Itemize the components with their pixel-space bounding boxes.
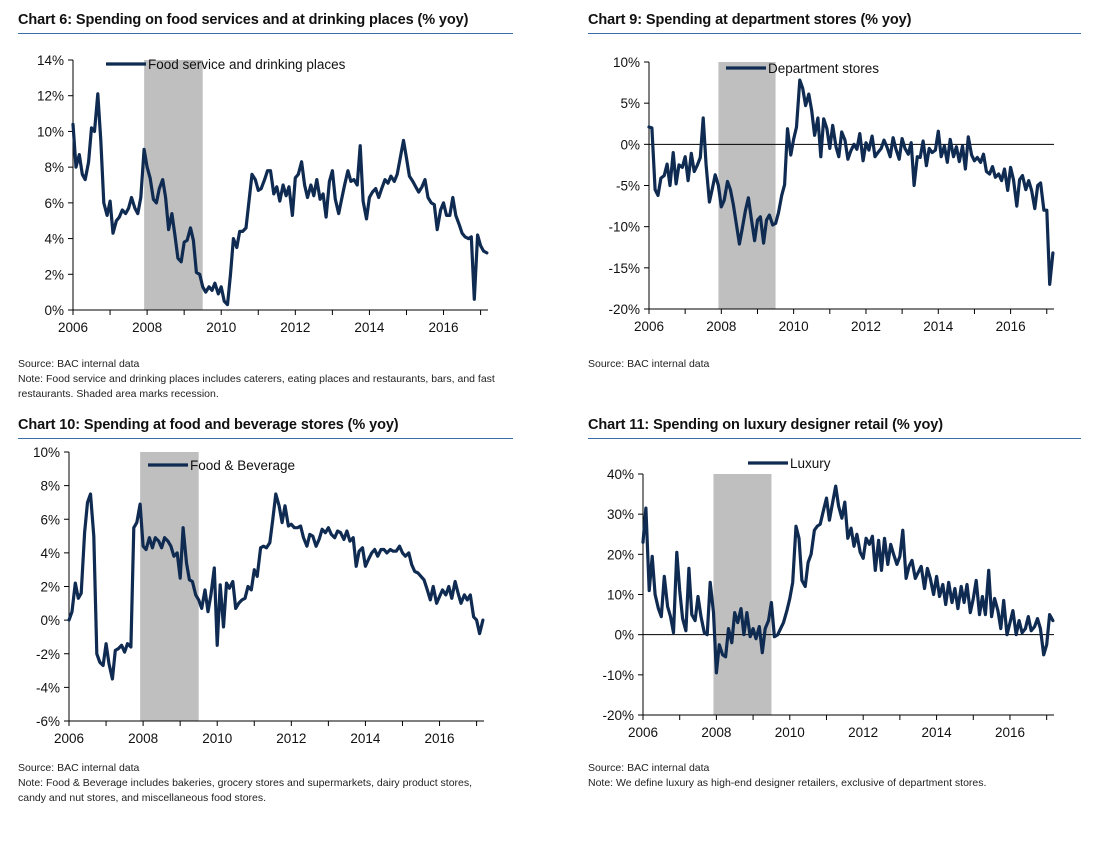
chart6-y-tick-label: 12%: [37, 89, 64, 104]
chart6-legend-label: Food service and drinking places: [148, 57, 346, 72]
chart10-x-tick-label: 2014: [350, 731, 381, 746]
chart11-source-note: Source: BAC internal data: [588, 762, 710, 774]
chart6-y-tick-label: 8%: [44, 160, 64, 175]
chart9-y-tick-label: 10%: [613, 55, 640, 70]
chart6-y-tick-label: 14%: [37, 53, 64, 68]
chart9-plot: -20% -15% -10% -5% 0% 5% 10% 2006 2008 2010 2012 20…: [608, 55, 1055, 334]
chart6-y-tick-label: 10%: [37, 124, 64, 139]
chart6-title-rule: [18, 33, 513, 34]
chart10-y-tick-label: 2%: [40, 580, 60, 595]
chart9-notes: Source: BAC internal data: [588, 357, 709, 372]
chart11-note-line-1: Note: We define luxury as high-end desig…: [588, 777, 987, 789]
chart9-x-tick-label: 2008: [706, 319, 736, 334]
chart10-x-tick-label: 2010: [202, 731, 232, 746]
chart10-y-tick-label: -4%: [36, 680, 60, 695]
chart11-x-tick-label: 2016: [995, 725, 1025, 740]
chart11-title: Chart 11: Spending on luxury designer re…: [588, 417, 943, 433]
chart11-plot: -20% -10% 0% 10% 20% 30% 40% 2006 2008 2010 2012 20…: [602, 456, 1055, 740]
chart10-x-tick-label: 2008: [128, 731, 158, 746]
chart9-x-tick-label: 2016: [996, 319, 1026, 334]
chart6-note-line-1: Note: Food service and drinking places i…: [18, 373, 495, 385]
chart10-note-line-2: candy and nut stores, and miscellaneous …: [18, 792, 267, 804]
chart9-y-tick-label: 0%: [620, 137, 640, 152]
chart6-note-line-2: restaurants. Shaded area marks recession…: [18, 388, 219, 400]
chart11-y-tick-label: -20%: [602, 708, 634, 723]
chart11-y-tick-label: 20%: [607, 547, 634, 562]
chart6-source-note: Source: BAC internal data: [18, 358, 140, 370]
chart11-x-tick-label: 2014: [922, 725, 953, 740]
chart6-notes: Source: BAC internal data Note: Food ser…: [18, 357, 495, 402]
chart11-notes: Source: BAC internal data Note: We defin…: [588, 761, 986, 791]
chart6-y-tick-label: 2%: [44, 267, 64, 282]
chart11-recession-shading: [713, 474, 772, 715]
chart6-x-tick-label: 2012: [280, 320, 310, 335]
chart9-title: Chart 9: Spending at department stores (…: [588, 12, 912, 28]
chart10-source-note: Source: BAC internal data: [18, 762, 140, 774]
chart10-title: Chart 10: Spending at food and beverage …: [18, 417, 399, 433]
chart11-x-tick-label: 2008: [701, 725, 731, 740]
chart9-x-tick-label: 2014: [923, 319, 954, 334]
chart10-y-tick-label: -2%: [36, 647, 60, 662]
chart11-y-tick-label: 0%: [614, 628, 634, 643]
chart11-legend-label: Luxury: [790, 456, 831, 471]
chart10-series-line: [67, 492, 485, 681]
chart11-x-tick-label: 2006: [628, 725, 658, 740]
chart10-y-tick-label: 4%: [40, 546, 60, 561]
chart6-title: Chart 6: Spending on food services and a…: [18, 12, 469, 28]
chart9-y-tick-label: -10%: [608, 220, 640, 235]
chart11-y-tick-label: 30%: [607, 507, 634, 522]
chart10-y-tick-label: 8%: [40, 479, 60, 494]
chart6-series-line: [71, 92, 489, 307]
chart6-x-tick-label: 2008: [132, 320, 162, 335]
chart9-series-line: [647, 78, 1055, 286]
chart10-x-tick-label: 2016: [425, 731, 455, 746]
chart10-x-tick-label: 2006: [54, 731, 84, 746]
chart11-y-tick-label: 40%: [607, 467, 634, 482]
chart11-y-tick-label: 10%: [607, 588, 634, 603]
chart9-x-tick-label: 2006: [634, 319, 664, 334]
chart6-x-tick-label: 2006: [58, 320, 88, 335]
chart10-y-tick-label: 10%: [33, 445, 60, 460]
chart9-y-tick-label: -15%: [608, 261, 640, 276]
chart11-panel: Chart 11: Spending on luxury designer re…: [588, 417, 1081, 817]
chart6-y-tick-label: 6%: [44, 196, 64, 211]
chart6-y-tick-label: 4%: [44, 232, 64, 247]
chart6-panel: Chart 6: Spending on food services and a…: [18, 12, 513, 412]
chart6-plot: 0% 2% 4% 6% 8% 10% 12% 14% 2006 2008 2010 2012 2014 2…: [37, 53, 489, 335]
chart11-y-tick-label: -10%: [602, 668, 634, 683]
chart9-panel: Chart 9: Spending at department stores (…: [588, 12, 1081, 412]
chart10-y-tick-label: 6%: [40, 512, 60, 527]
chart10-plot: -6% -4% -2% 0% 2% 4% 6% 8% 10% 2006 2008 2010 2012 20…: [33, 445, 485, 746]
chart6-x-tick-label: 2010: [206, 320, 236, 335]
chart6-x-tick-label: 2014: [354, 320, 385, 335]
chart9-y-tick-label: -5%: [616, 179, 640, 194]
chart6-x-tick-label: 2016: [429, 320, 459, 335]
chart10-y-tick-label: -6%: [36, 714, 60, 729]
chart9-y-tick-label: -20%: [608, 302, 640, 317]
chart10-recession-shading: [140, 452, 199, 721]
chart10-note-line-1: Note: Food & Beverage includes bakeries,…: [18, 777, 473, 789]
chart10-panel: Chart 10: Spending at food and beverage …: [18, 417, 513, 817]
chart10-notes: Source: BAC internal data Note: Food & B…: [18, 761, 472, 806]
chart9-x-tick-label: 2012: [851, 319, 881, 334]
chart9-source-note: Source: BAC internal data: [588, 358, 710, 370]
chart10-x-tick-label: 2012: [276, 731, 306, 746]
chart11-x-tick-label: 2010: [775, 725, 805, 740]
chart9-y-tick-label: 5%: [620, 96, 640, 111]
chart10-legend-label: Food & Beverage: [190, 458, 295, 473]
chart6-recession-shading: [144, 60, 203, 310]
chart9-x-tick-label: 2010: [779, 319, 809, 334]
chart11-title-rule: [588, 438, 1081, 439]
chart6-y-tick-label: 0%: [44, 303, 64, 318]
chart11-x-tick-label: 2012: [848, 725, 878, 740]
chart11-series-line: [641, 484, 1055, 675]
chart10-title-rule: [18, 438, 513, 439]
chart9-title-rule: [588, 33, 1081, 34]
chart10-y-tick-label: 0%: [40, 613, 60, 628]
chart9-legend-label: Department stores: [768, 61, 879, 76]
